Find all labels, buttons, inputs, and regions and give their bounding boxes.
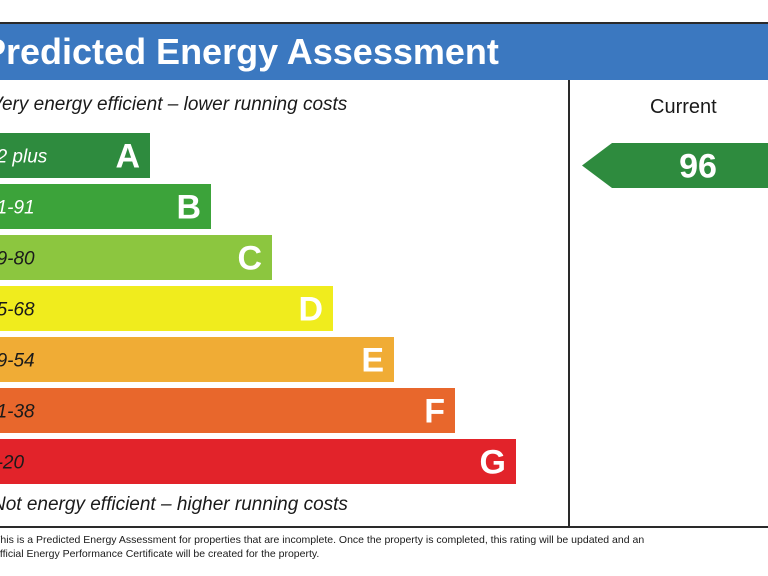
page-title: Predicted Energy Assessment: [0, 31, 499, 72]
rating-band-f: 21-38 F: [0, 388, 455, 433]
band-range-b: 81-91: [0, 198, 35, 219]
footnote-line-2: official Energy Performance Certificate …: [0, 548, 320, 560]
rating-band-g: 1-20 G: [0, 439, 516, 484]
band-range-a: 92 plus: [0, 147, 48, 168]
rating-band-b: 81-91 B: [0, 184, 211, 229]
current-rating-value: 96: [679, 148, 717, 186]
band-bar-c: [0, 235, 272, 280]
rating-band-d: 55-68 D: [0, 286, 333, 331]
band-range-c: 69-80: [0, 249, 35, 270]
band-bar-d: [0, 286, 333, 331]
band-bar-f: [0, 388, 455, 433]
band-range-f: 21-38: [0, 402, 35, 423]
band-bar-a: [0, 133, 150, 178]
current-rating-arrow: [582, 143, 768, 188]
band-bar-e: [0, 337, 394, 382]
band-letter-b: B: [176, 189, 201, 227]
current-column-label: Current: [650, 96, 717, 118]
title-bar: Predicted Energy Assessment: [0, 24, 768, 80]
band-bar-b: [0, 184, 211, 229]
band-range-g: 1-20: [0, 453, 24, 474]
band-letter-f: F: [424, 393, 445, 431]
band-letter-g: G: [480, 444, 506, 482]
band-bar-g: [0, 439, 516, 484]
rating-band-c: 69-80 C: [0, 235, 272, 280]
band-letter-a: A: [115, 138, 140, 176]
rating-band-a: 92 plus A: [0, 133, 150, 178]
caption-efficient: Very energy efficient – lower running co…: [0, 94, 348, 115]
band-range-d: 55-68: [0, 300, 35, 321]
rating-band-e: 39-54 E: [0, 337, 394, 382]
band-letter-e: E: [361, 342, 384, 380]
band-letter-d: D: [298, 291, 323, 329]
footnote-line-1: This is a Predicted Energy Assessment fo…: [0, 534, 645, 546]
band-range-e: 39-54: [0, 351, 35, 372]
footnote: This is a Predicted Energy Assessment fo…: [0, 533, 694, 561]
column-divider: [568, 80, 570, 526]
caption-inefficient: Not energy efficient – higher running co…: [0, 494, 348, 515]
band-letter-c: C: [237, 240, 262, 278]
